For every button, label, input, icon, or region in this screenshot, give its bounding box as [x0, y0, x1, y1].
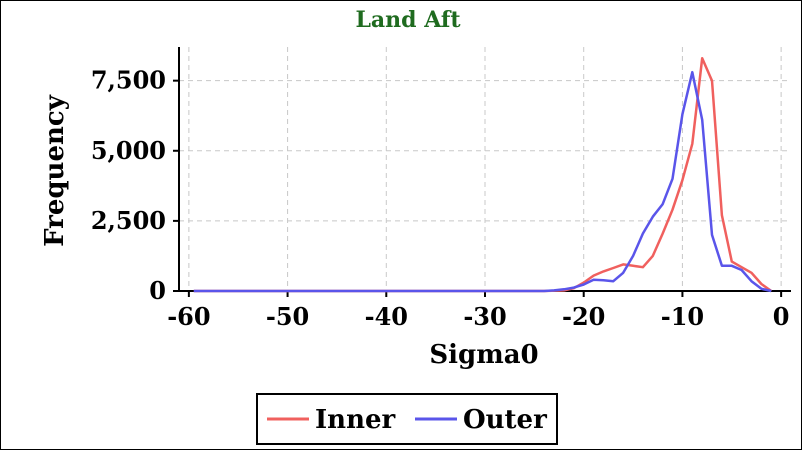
x-tick-label-5: -10: [661, 302, 704, 331]
y-axis-ticks: 0 2,500 5,000 7,500: [91, 66, 179, 305]
y-tick-label-3: 7,500: [91, 66, 166, 95]
y-tick-label-1: 2,500: [91, 206, 166, 235]
x-tick-label-3: -30: [463, 302, 506, 331]
y-tick-label-0: 0: [149, 276, 166, 305]
grid-lines: [179, 47, 791, 291]
series-lines: [193, 56, 773, 293]
x-tick-label-0: -60: [167, 302, 210, 331]
x-tick-label-6: 0: [773, 302, 790, 331]
chart-title: Land Aft: [355, 7, 461, 33]
x-axis-label: Sigma0: [429, 340, 538, 370]
series-line-inner: [193, 56, 773, 293]
series-line-outer: [193, 70, 772, 293]
legend-label-outer: Outer: [463, 405, 547, 435]
legend-label-inner: Inner: [315, 405, 396, 435]
x-axis-ticks: -60 -50 -40 -30 -20 -10 0: [167, 291, 789, 331]
x-tick-label-4: -20: [562, 302, 605, 331]
legend: Inner Outer: [256, 393, 558, 445]
y-axis-label: Frequency: [40, 94, 70, 247]
x-tick-label-1: -50: [266, 302, 309, 331]
y-tick-label-2: 5,000: [91, 136, 166, 165]
x-tick-label-2: -40: [365, 302, 408, 331]
